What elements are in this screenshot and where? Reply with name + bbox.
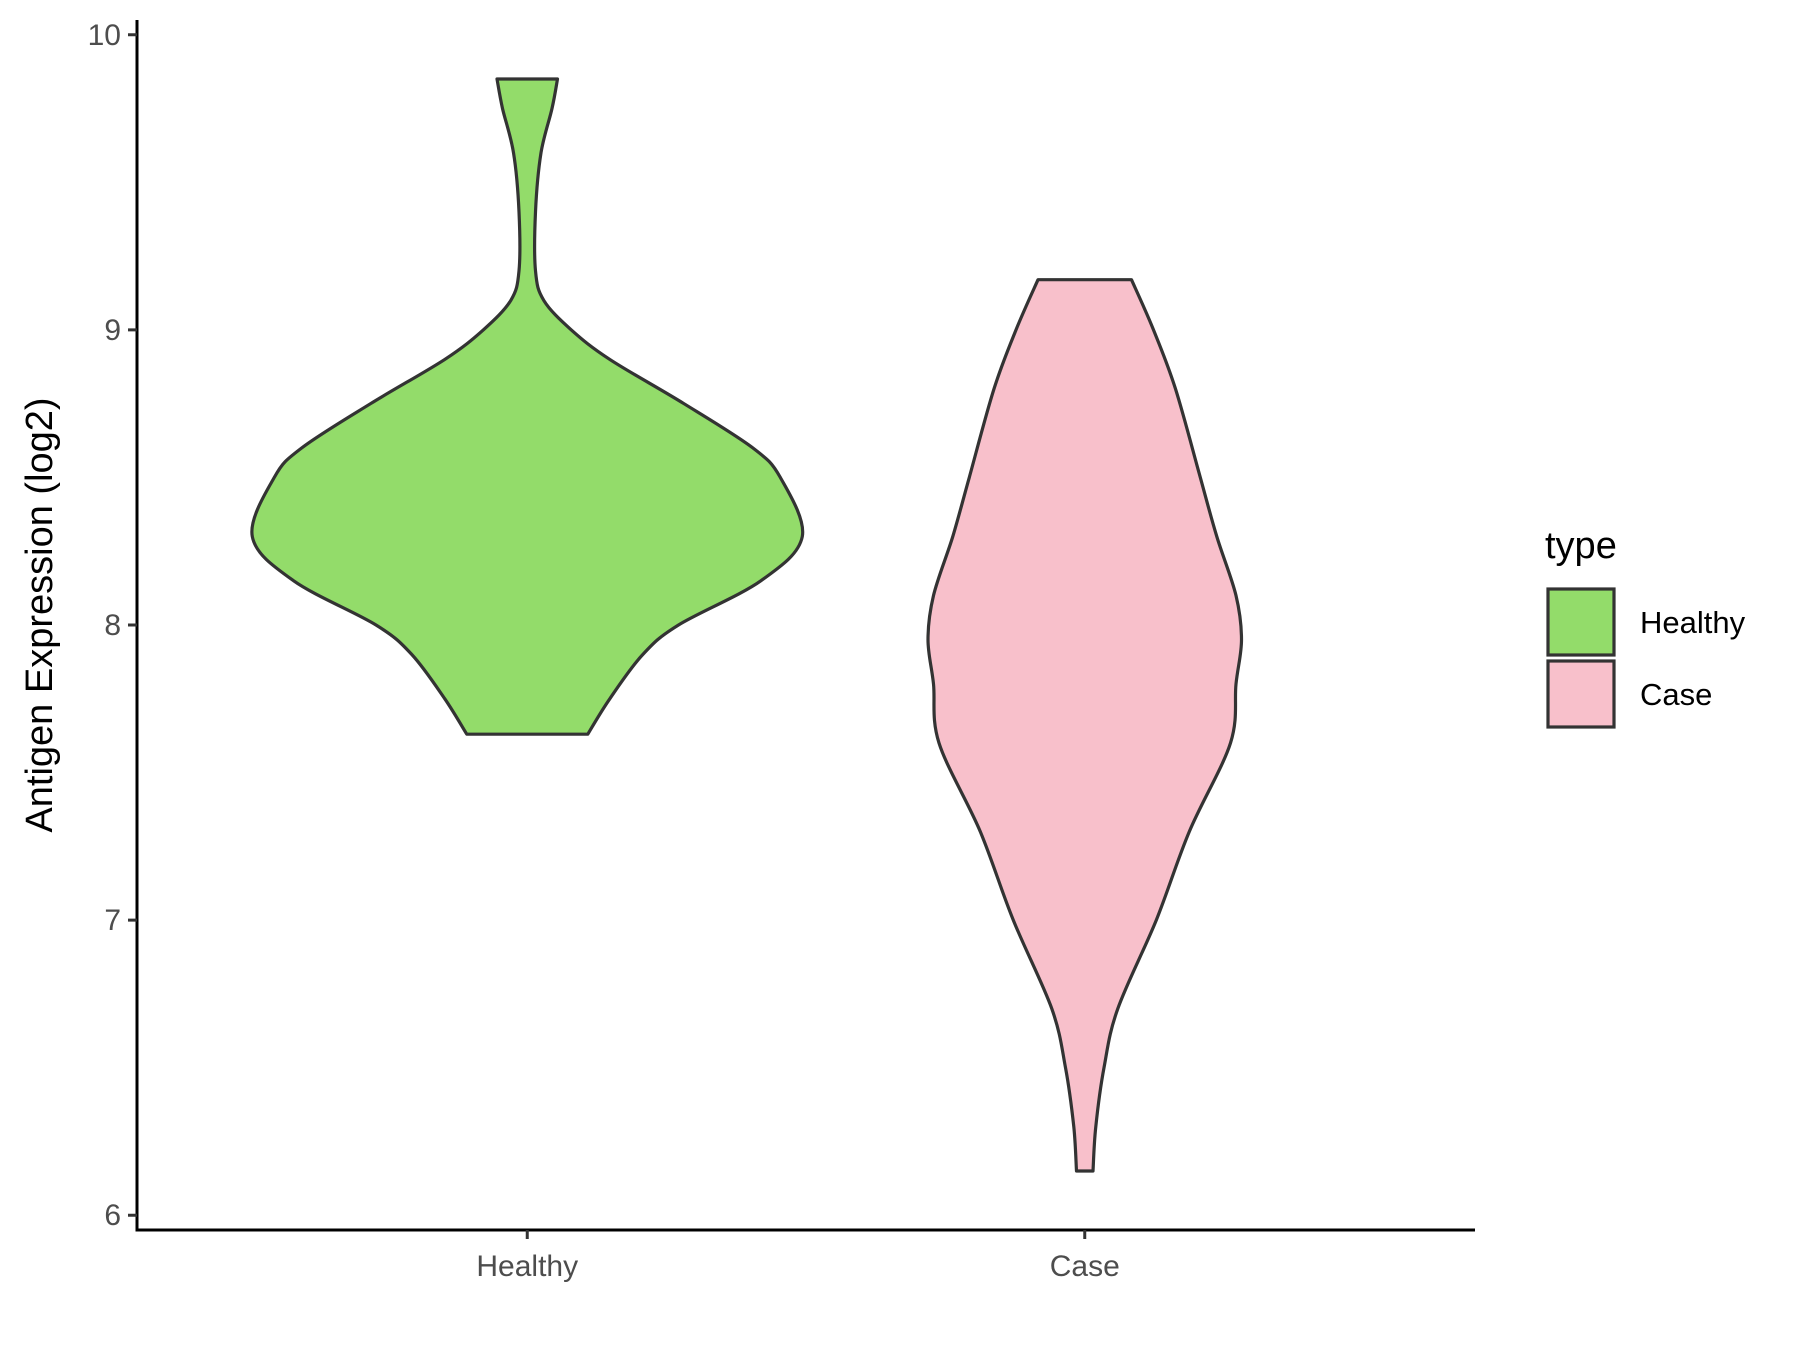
y-tick-label: 7	[104, 904, 121, 937]
y-tick-label: 8	[104, 609, 121, 642]
violin-layer	[250, 77, 1244, 1173]
legend-swatch	[1546, 587, 1616, 657]
legend-title: type	[1545, 525, 1617, 567]
x-tick-label: Case	[1050, 1250, 1120, 1283]
violin-healthy	[250, 77, 805, 736]
legend-swatch	[1546, 659, 1616, 729]
y-tick-label: 9	[104, 314, 121, 347]
violin-case	[926, 278, 1244, 1173]
y-tick-label: 6	[104, 1199, 121, 1232]
x-tick-label: Healthy	[476, 1250, 578, 1283]
y-axis-ticks: 6 7 8 9 10	[88, 19, 137, 1232]
y-tick-label: 10	[88, 19, 121, 52]
x-axis-ticks: Healthy Case	[476, 1230, 1120, 1283]
legend-label: Case	[1640, 677, 1712, 712]
axes: 6 7 8 9 10 Healthy Case	[88, 19, 1475, 1283]
y-axis-title: Antigen Expression (log2)	[19, 397, 61, 832]
legend-label: Healthy	[1640, 605, 1746, 640]
legend-entries: Healthy Case	[1546, 587, 1746, 729]
legend: type Healthy Case	[1545, 525, 1746, 729]
